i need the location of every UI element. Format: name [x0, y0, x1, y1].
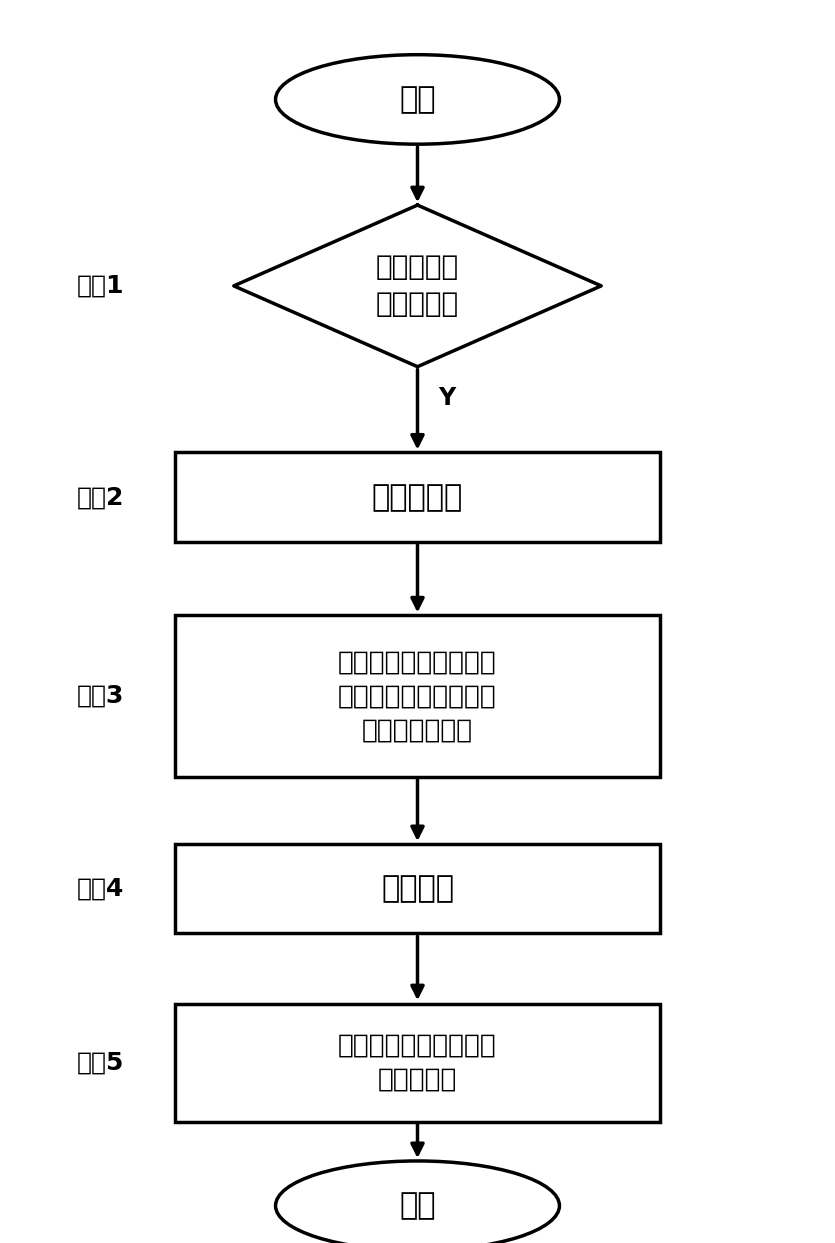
Text: 确定两类灵敏度加权因
子、求取发电机筛选因
子并筛选发电机: 确定两类灵敏度加权因 子、求取发电机筛选因 子并筛选发电机 [338, 649, 497, 743]
Text: Y: Y [438, 385, 455, 410]
Bar [175, 1004, 660, 1122]
Text: 母线电压，
是否越限？: 母线电压， 是否越限？ [376, 254, 459, 318]
Text: 灵敏度计算: 灵敏度计算 [372, 482, 463, 512]
Text: 优化计算: 优化计算 [381, 874, 454, 904]
Polygon shape [234, 205, 601, 367]
Text: 步骤2: 步骤2 [77, 485, 124, 510]
Text: 步骤3: 步骤3 [77, 684, 124, 709]
Text: 根据优化结果调节发电
机机端电压: 根据优化结果调节发电 机机端电压 [338, 1033, 497, 1093]
Text: 步骤5: 步骤5 [77, 1050, 124, 1075]
Ellipse shape [276, 1161, 559, 1243]
Text: 步骤1: 步骤1 [77, 273, 124, 298]
Text: 开始: 开始 [399, 85, 436, 114]
Text: 步骤4: 步骤4 [77, 876, 124, 901]
Text: 结束: 结束 [399, 1191, 436, 1221]
Ellipse shape [276, 55, 559, 144]
Bar [175, 615, 660, 777]
Bar [175, 452, 660, 542]
Bar [175, 844, 660, 933]
